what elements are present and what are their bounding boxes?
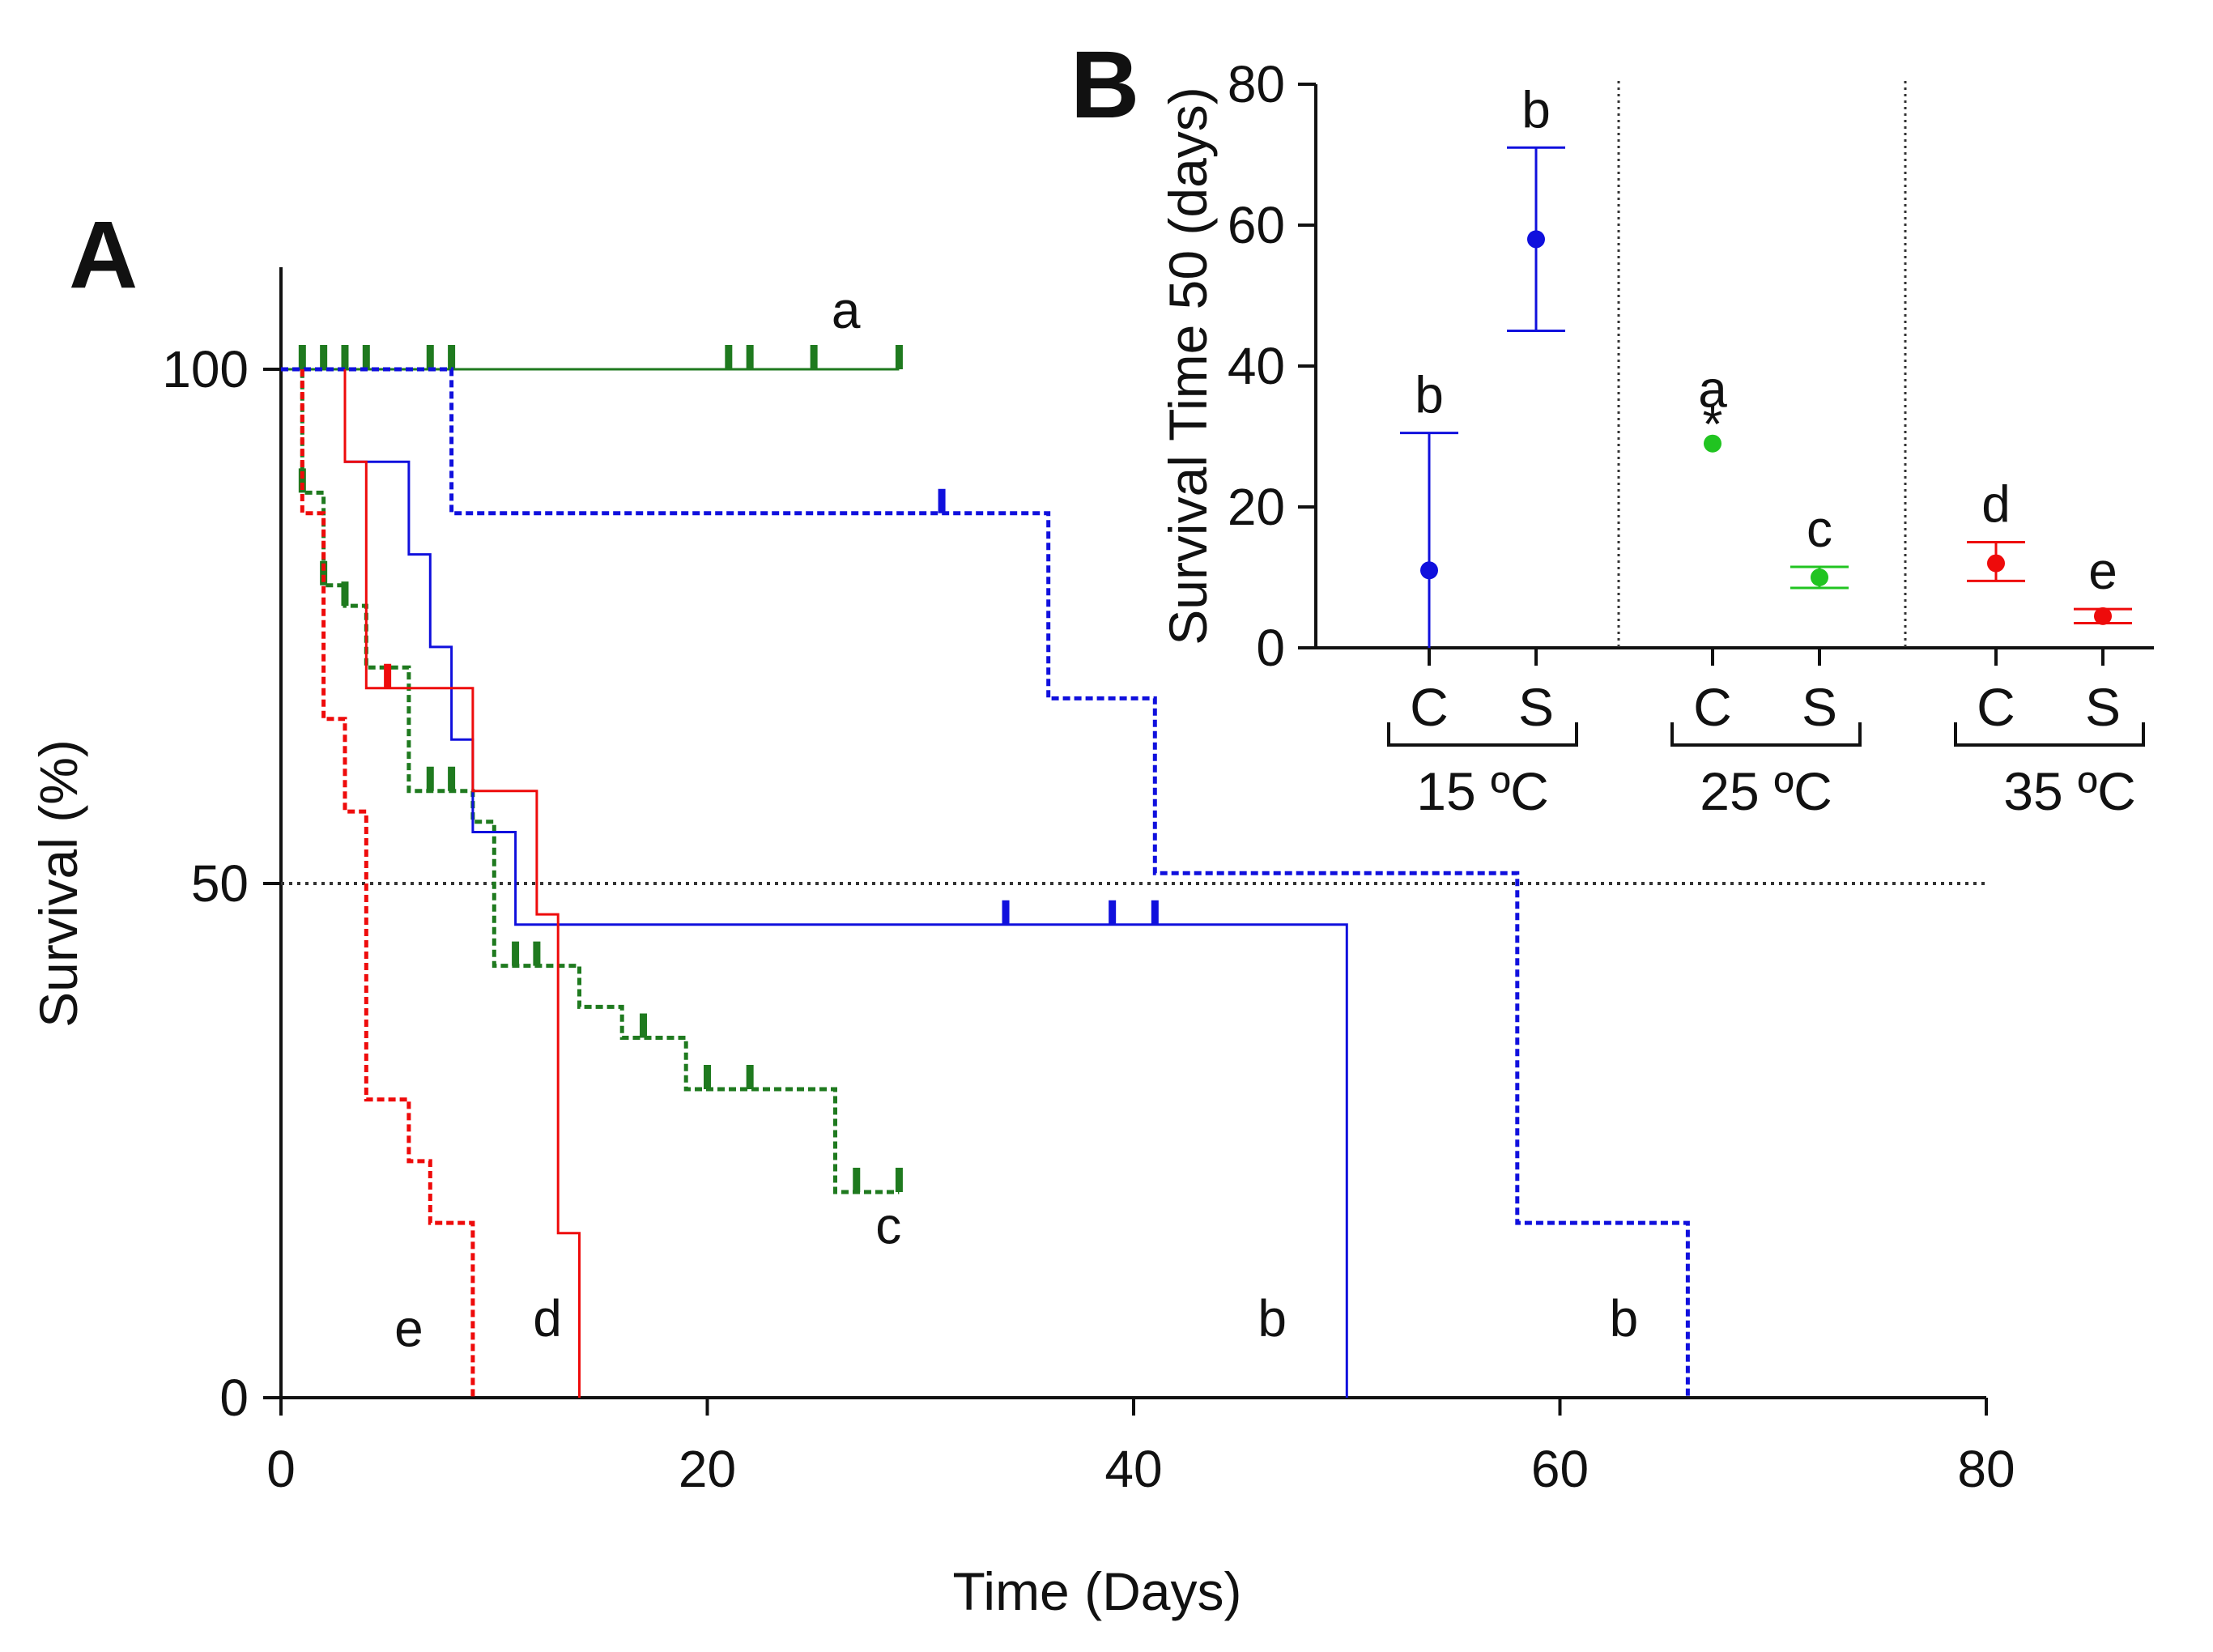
significance-letter-a: a (1698, 360, 1727, 419)
b-y-tick-label: 20 (1228, 478, 1285, 536)
y-tick-label: 50 (191, 854, 249, 913)
x-tick-label: 40 (1104, 1440, 1162, 1498)
survival-curve-e-dashed (300, 369, 475, 1398)
asterisk-marker: * (1703, 395, 1723, 453)
curve-label-a: a (832, 281, 861, 339)
b-y-tick-label: 40 (1228, 337, 1285, 395)
group-bracket (1387, 722, 1578, 747)
data-point (1704, 434, 1721, 453)
category-label-C: C (1693, 677, 1732, 737)
group-bracket (1670, 722, 1862, 747)
significance-letter-d: d (1981, 475, 2011, 534)
category-label-C: C (1410, 677, 1449, 737)
x-tick-label: 60 (1531, 1440, 1589, 1498)
group-label: 25 ºC (1700, 761, 1832, 821)
curve-label-d: d (533, 1289, 562, 1348)
data-point (1811, 568, 1828, 586)
curve-label-c: c (875, 1197, 901, 1255)
group-bracket (1954, 722, 2145, 747)
b-y-axis-title: Survival Time 50 (days) (1158, 87, 1218, 645)
panel-label-b: B (1070, 32, 1139, 138)
panel-label-a: A (69, 202, 138, 309)
significance-letter-b: b (1415, 366, 1444, 424)
curve-label-b: b (1610, 1289, 1639, 1348)
panel-a-survival-curves: 0 50 100 0 20 40 60 80 Time (Days) Survival (%) Aa… (28, 202, 2015, 1621)
survival-curve-d-solid (343, 369, 581, 1398)
curve-label-b: b (1258, 1289, 1287, 1348)
category-label-S: S (2085, 677, 2121, 737)
significance-letter-c: c (1807, 500, 1832, 558)
data-point (2094, 607, 2112, 625)
y-tick-label: 0 (219, 1369, 249, 1427)
x-axis-title: Time (Days) (953, 1561, 1242, 1621)
group-label: 35 ºC (2003, 761, 2136, 821)
category-label-C: C (1977, 677, 2015, 737)
y-axis-title: Survival (%) (28, 739, 88, 1028)
b-y-tick-label: 60 (1228, 196, 1285, 254)
curve-label-e: e (394, 1300, 423, 1358)
significance-letter-b: b (1521, 80, 1551, 138)
x-tick-label: 20 (679, 1440, 736, 1498)
data-point (1987, 554, 2005, 573)
significance-letter-e: e (2088, 542, 2117, 600)
category-label-S: S (1802, 677, 1837, 737)
data-point (1420, 561, 1438, 580)
b-y-tick-label: 0 (1256, 619, 1285, 677)
data-point (1527, 230, 1545, 249)
b-y-tick-label: 80 (1228, 55, 1285, 113)
x-tick-label: 80 (1957, 1440, 2015, 1498)
survival-curve-b-solid (343, 369, 1348, 1398)
survival-curve-c-dashed (281, 367, 900, 1194)
survival-curve-b-dashed (281, 367, 1690, 1398)
y-tick-label: 100 (162, 340, 249, 398)
panel-b-st50-plot: 0 20 40 60 80 C S C S C S 15 ºC 25 ºC 35 ºC Survival T… (1070, 32, 2154, 821)
category-label-S: S (1518, 677, 1554, 737)
x-tick-label: 0 (266, 1440, 296, 1498)
group-label: 15 ºC (1416, 761, 1549, 821)
